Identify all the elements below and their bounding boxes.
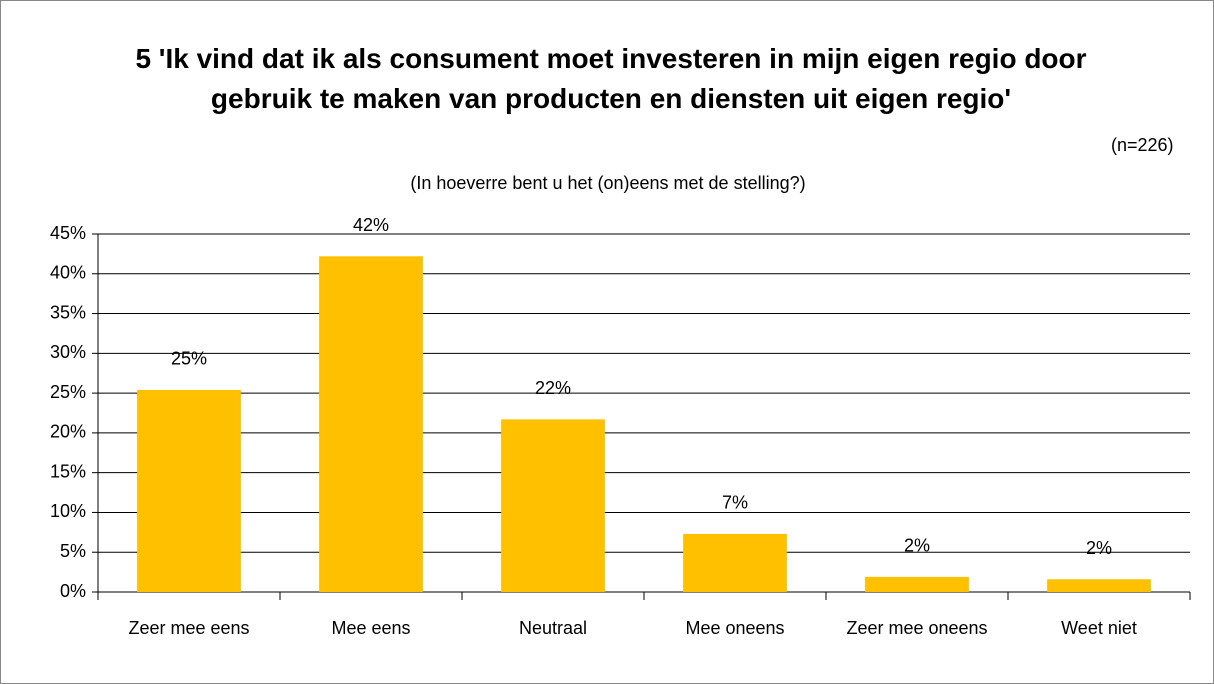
data-label: 22% bbox=[535, 378, 571, 398]
y-tick-label: 15% bbox=[50, 461, 86, 481]
data-label: 7% bbox=[722, 493, 748, 513]
y-tick-label: 0% bbox=[60, 581, 86, 601]
data-label: 2% bbox=[904, 536, 930, 556]
y-tick-label: 35% bbox=[50, 302, 86, 322]
y-tick-label: 5% bbox=[60, 541, 86, 561]
y-tick-label: 30% bbox=[50, 342, 86, 362]
chart-title: 5 'Ik vind dat ik als consument moet inv… bbox=[135, 43, 1087, 114]
x-tick-label: Zeer mee oneens bbox=[846, 618, 988, 638]
x-tick-label: Zeer mee eens bbox=[128, 618, 250, 638]
sample-size: (n=226) bbox=[1111, 135, 1174, 155]
bar bbox=[865, 576, 969, 592]
y-tick-label: 25% bbox=[50, 382, 86, 402]
bar bbox=[137, 389, 241, 592]
data-label: 25% bbox=[171, 349, 207, 369]
data-label: 2% bbox=[1086, 538, 1112, 558]
data-label: 42% bbox=[353, 215, 389, 235]
x-tick-label: Weet niet bbox=[1061, 618, 1137, 638]
x-tick-label: Mee eens bbox=[331, 618, 411, 638]
x-tick-label: Mee oneens bbox=[685, 618, 785, 638]
x-tick-label: Neutraal bbox=[518, 618, 588, 638]
bar bbox=[501, 419, 605, 592]
y-tick-label: 45% bbox=[50, 223, 86, 243]
bar bbox=[683, 533, 787, 592]
bar bbox=[1047, 579, 1151, 592]
bar bbox=[319, 256, 423, 592]
y-tick-label: 10% bbox=[50, 501, 86, 521]
y-tick-label: 20% bbox=[50, 422, 86, 442]
y-tick-label: 40% bbox=[50, 263, 86, 283]
chart-subtitle: (In hoeverre bent u het (on)eens met de … bbox=[410, 173, 806, 193]
